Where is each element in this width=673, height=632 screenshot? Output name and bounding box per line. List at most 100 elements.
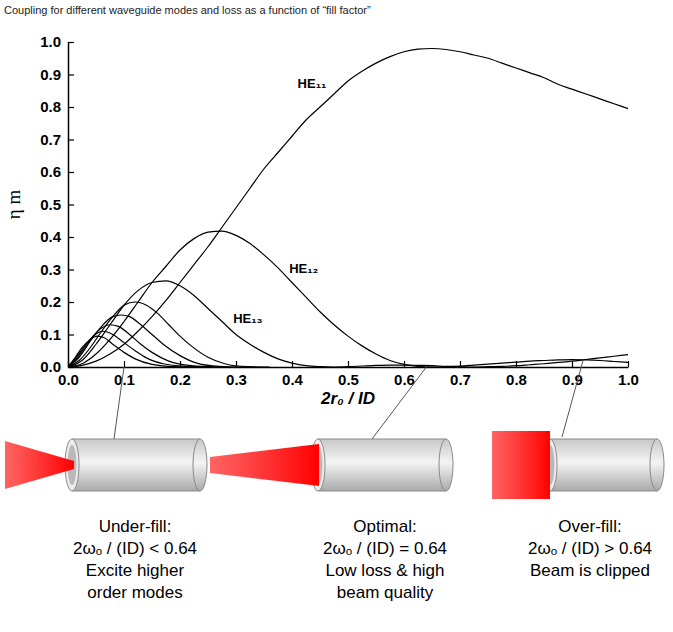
caption-line: 2ωₒ / (ID) > 0.64: [528, 539, 652, 558]
waveguide-edge: [318, 491, 446, 492]
y-tick-label: 0.4: [40, 228, 62, 245]
x-tick-mark: [628, 361, 629, 367]
x-tick-mark: [236, 361, 237, 367]
y-tick-mark: [68, 302, 74, 303]
y-tick-label: 0.0: [40, 358, 61, 375]
caption-line: Excite higher: [86, 561, 185, 580]
y-tick-mark: [68, 74, 74, 75]
y-tick: 0.0: [40, 358, 74, 375]
caption-line: Low loss & high: [325, 561, 444, 580]
y-tick-mark: [68, 42, 74, 43]
x-tick-mark: [180, 361, 181, 367]
x-tick: 0.3: [226, 361, 247, 388]
chart-title: Coupling for different waveguide modes a…: [4, 4, 371, 16]
caption-line: order modes: [87, 583, 182, 602]
y-tick: 0.1: [40, 326, 74, 343]
waveguide-edge: [550, 439, 657, 440]
x-tick-mark: [516, 361, 517, 367]
laser-beam: [492, 431, 550, 499]
caption-line: 2ωₒ / (ID) < 0.64: [73, 539, 197, 558]
waveguide-body: [550, 439, 657, 491]
mode-curve: [68, 331, 208, 367]
y-tick: 0.2: [40, 293, 74, 310]
x-tick: 0.5: [338, 361, 359, 388]
y-axis-title: η m: [3, 190, 24, 220]
y-tick-mark: [68, 139, 74, 140]
y-tick: 0.7: [40, 131, 74, 148]
x-tick-label: 0.4: [282, 371, 304, 388]
x-axis: 0.00.10.20.30.40.50.60.70.80.91.0: [58, 361, 639, 388]
mode-curve: [68, 315, 247, 367]
waveguide-body: [318, 439, 446, 491]
leader-line: [562, 360, 583, 437]
mode-curve: [68, 231, 628, 367]
waveguide-edge: [72, 439, 200, 440]
x-tick-label: 1.0: [618, 371, 639, 388]
caption-line: Over-fill:: [558, 517, 621, 536]
x-tick: 0.4: [282, 361, 304, 388]
y-tick: 0.6: [40, 163, 74, 180]
x-tick-mark: [572, 361, 573, 367]
y-tick: 0.8: [40, 98, 74, 115]
y-tick: 0.5: [40, 196, 74, 213]
mode-curve: [68, 325, 219, 367]
y-tick-label: 0.5: [40, 196, 61, 213]
y-tick-mark: [68, 172, 74, 173]
y-tick-mark: [68, 269, 74, 270]
waveguide-end: [650, 439, 664, 491]
x-tick: 0.6: [394, 361, 415, 388]
waveguide-edge: [550, 491, 657, 492]
y-tick-mark: [68, 237, 74, 238]
y-tick-mark: [68, 367, 74, 368]
caption-line: Beam is clipped: [530, 561, 650, 580]
y-tick-label: 0.9: [40, 66, 61, 83]
leader-line: [372, 367, 426, 439]
mode-curve: [68, 336, 197, 367]
laser-beam: [210, 444, 319, 486]
y-axis: 0.0 0.1 0.2 0.3 0.4 0.5 0.6 0.7 0.8 0.9 1.0: [40, 33, 74, 375]
y-tick-label: 0.7: [40, 131, 61, 148]
curve-label: HE₁₃: [233, 311, 262, 326]
caption: Optimal: 2ωₒ / (ID) = 0.64 Low loss & high…: [323, 517, 447, 602]
fill-panel: Over-fill: 2ωₒ / (ID) > 0.64 Beam is clipp…: [492, 360, 664, 580]
waveguide-end: [193, 439, 207, 491]
y-tick: 0.4: [40, 228, 74, 245]
caption-line: Optimal:: [353, 517, 416, 536]
waveguide-edge: [318, 439, 446, 440]
plot-area: [68, 49, 628, 368]
y-tick-label: 0.3: [40, 261, 61, 278]
mode-curve: [68, 302, 270, 367]
curve-label: HE₁₂: [289, 261, 318, 276]
x-tick-mark: [348, 361, 349, 367]
y-tick: 1.0: [40, 33, 74, 50]
y-tick-mark: [68, 204, 74, 205]
caption-line: 2ωₒ / (ID) = 0.64: [323, 539, 447, 558]
x-tick: 0.2: [170, 361, 191, 388]
x-tick: 0.7: [450, 361, 471, 388]
x-tick-label: 0.8: [506, 371, 527, 388]
x-tick-mark: [404, 361, 405, 367]
x-tick-label: 0.7: [450, 371, 471, 388]
x-tick-label: 0.5: [338, 371, 359, 388]
y-tick: 0.9: [40, 66, 74, 83]
caption: Over-fill: 2ωₒ / (ID) > 0.64 Beam is clipp…: [528, 517, 652, 580]
x-tick-mark: [460, 361, 461, 367]
fill-panel: Under-fill:2ωₒ / (ID) < 0.64Excite highe…: [5, 367, 207, 602]
y-tick-label: 0.2: [40, 293, 61, 310]
y-tick: 0.3: [40, 261, 74, 278]
waveguide-body: [72, 439, 200, 491]
x-tick: 1.0: [618, 361, 639, 388]
leader-line: [114, 367, 124, 439]
x-axis-title: 2r₀ / ID: [320, 389, 375, 408]
waveguide-edge: [72, 491, 200, 492]
x-tick-mark: [292, 361, 293, 367]
y-tick-mark: [68, 334, 74, 335]
y-tick-label: 0.1: [40, 326, 61, 343]
y-tick-mark: [68, 107, 74, 108]
curve-label: HE₁₁: [298, 76, 327, 91]
x-tick-label: 0.2: [170, 371, 191, 388]
x-tick: 0.9: [562, 361, 583, 388]
laser-beam: [5, 441, 74, 489]
x-tick-label: 0.0: [58, 371, 79, 388]
caption-line: beam quality: [337, 583, 434, 602]
